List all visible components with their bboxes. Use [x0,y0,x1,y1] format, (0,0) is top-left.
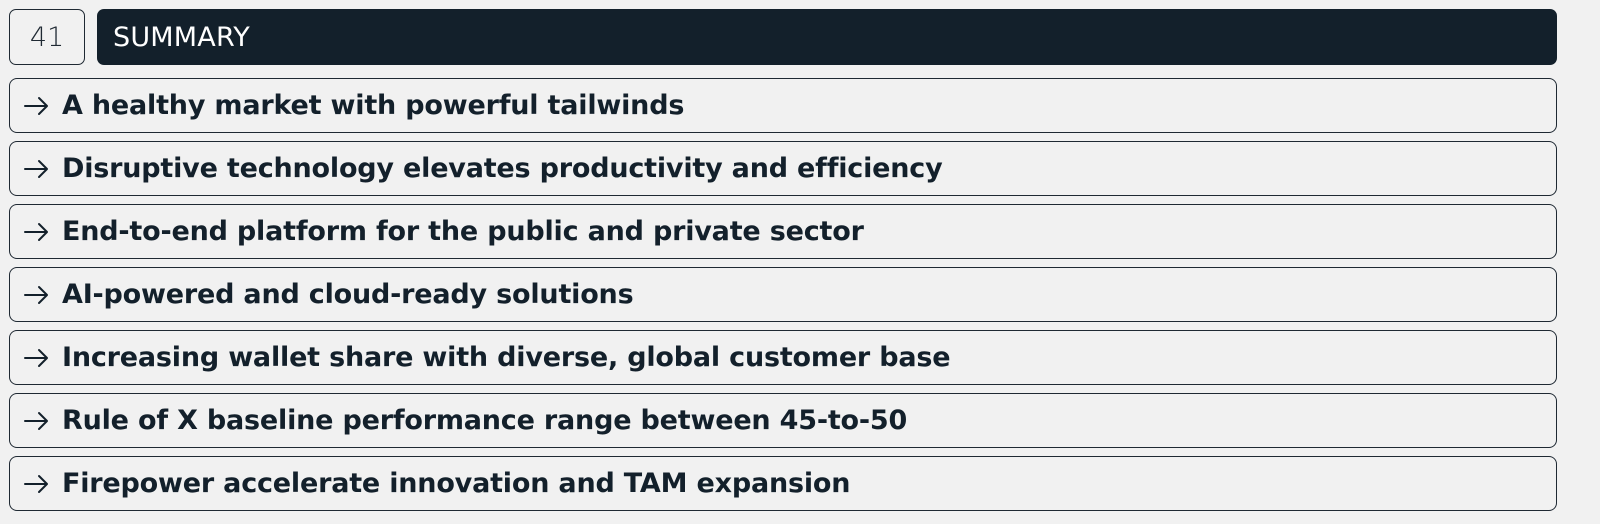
list-item-text: End-to-end platform for the public and p… [62,216,864,247]
list-item-text: AI-powered and cloud-ready solutions [62,279,634,310]
list-item-text: Firepower accelerate innovation and TAM … [62,468,851,499]
arrow-right-icon [24,222,48,241]
list-item-text: Increasing wallet share with diverse, gl… [62,342,951,373]
arrow-right-icon [24,96,48,115]
arrow-right-icon [24,411,48,430]
list-item: Firepower accelerate innovation and TAM … [9,456,1557,511]
list-item-text: Disruptive technology elevates productiv… [62,153,943,184]
list-item-text: A healthy market with powerful tailwinds [62,90,685,121]
arrow-right-icon [24,159,48,178]
list-item: End-to-end platform for the public and p… [9,204,1557,259]
arrow-right-icon [24,285,48,304]
page-title: SUMMARY [97,9,1557,65]
list-item-text: Rule of X baseline performance range bet… [62,405,908,436]
list-item: Disruptive technology elevates productiv… [9,141,1557,196]
list-item: A healthy market with powerful tailwinds [9,78,1557,133]
arrow-right-icon [24,474,48,493]
arrow-right-icon [24,348,48,367]
page-title-text: SUMMARY [113,21,250,53]
list-item: AI-powered and cloud-ready solutions [9,267,1557,322]
page-number: 41 [9,9,85,65]
list-item: Rule of X baseline performance range bet… [9,393,1557,448]
summary-list: A healthy market with powerful tailwinds… [9,78,1557,519]
list-item: Increasing wallet share with diverse, gl… [9,330,1557,385]
